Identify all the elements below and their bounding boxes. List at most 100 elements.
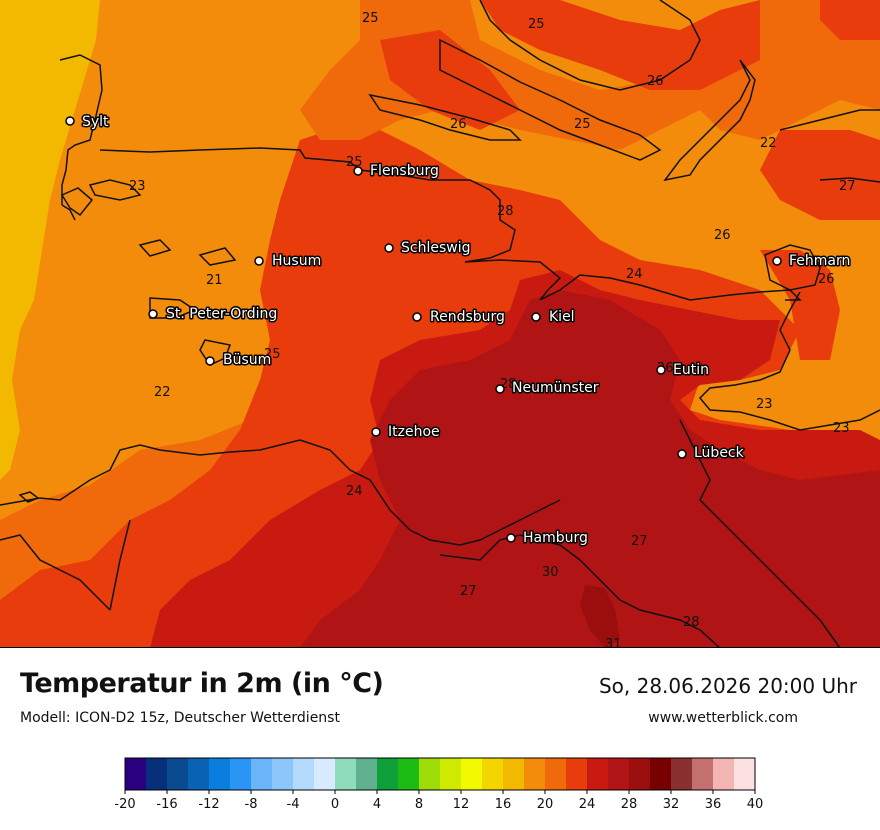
city-eutin: Eutin (656, 361, 710, 380)
isotherm-label: 25 (574, 117, 591, 132)
color-legend: -20 -16 -12 -8 -4 0 4 8 12 16 20 24 28 32 36 40 (114, 757, 763, 812)
isotherm-label: 23 (756, 397, 773, 412)
svg-text:Husum: Husum (272, 253, 321, 269)
isotherm-label: 22 (154, 385, 171, 400)
legend-swatch (545, 758, 567, 790)
city-buesum: Büsum (205, 351, 273, 370)
state-border-east (679, 419, 841, 648)
legend-swatch (629, 758, 651, 790)
legend-swatch (293, 758, 315, 790)
coastline-small-west (18, 491, 40, 503)
legend-swatch (230, 758, 252, 790)
model-subtitle: Modell: ICON-D2 15z, Deutscher Wetterdie… (20, 710, 340, 726)
svg-text:Kiel: Kiel (549, 309, 575, 325)
coastline-eastern-bay (464, 259, 802, 301)
legend-swatch (251, 758, 273, 790)
coastlines (0, 0, 880, 648)
city-sylt: Sylt (65, 113, 111, 132)
legend-swatch (440, 758, 462, 790)
isotherm-label: 27 (631, 534, 648, 549)
isotherm-label: 27 (839, 179, 856, 194)
coastline-sylt (59, 54, 103, 221)
coastline-east-lolland (779, 109, 880, 183)
isotherm-label: 28 (683, 615, 700, 630)
isotherm-label: 21 (206, 273, 223, 288)
svg-text:Rendsburg: Rendsburg (430, 309, 505, 325)
city-flensburg: Flensburg (353, 162, 440, 181)
legend-swatch (419, 758, 441, 790)
legend-tick-label: -16 (156, 797, 177, 812)
legend-swatch (524, 758, 546, 790)
isotherm-label: 25 (346, 155, 363, 170)
isotherm-label: 25 (264, 347, 281, 362)
legend-swatch (608, 758, 630, 790)
city-hamburg: Hamburg (506, 529, 589, 548)
legend-tick-label: 12 (453, 797, 470, 812)
svg-text:Eutin: Eutin (673, 362, 709, 378)
isotherm-label: 25 (528, 17, 545, 32)
legend-tick-label: 4 (373, 797, 381, 812)
svg-text:Lübeck: Lübeck (694, 445, 745, 461)
city-luebeck: Lübeck (677, 444, 746, 463)
isotherm-label: 23 (129, 179, 146, 194)
legend-swatch (734, 758, 756, 790)
legend-tick-label: 32 (663, 797, 680, 812)
isotherm-label: 26 (647, 74, 664, 89)
legend-swatch (671, 758, 693, 790)
legend-swatch (377, 758, 399, 790)
legend-tick-label: 28 (621, 797, 638, 812)
legend-swatch (272, 758, 294, 790)
isotherm-label: 24 (346, 484, 363, 499)
svg-text:Schleswig: Schleswig (401, 240, 470, 256)
svg-text:Fehmarn: Fehmarn (789, 253, 850, 269)
legend-tick-label: 16 (495, 797, 512, 812)
temp-field-31 (580, 585, 620, 648)
isotherm-label: 22 (760, 136, 777, 151)
legend-swatch (713, 758, 735, 790)
legend-tick-label: 24 (579, 797, 596, 812)
temperature-map: 25 25 26 26 25 22 27 23 25 28 26 24 26 2… (0, 0, 880, 648)
legend-swatch (314, 758, 336, 790)
city-st-peter-ording: St. Peter-Ording (148, 305, 279, 324)
temp-field-north-26 (380, 0, 880, 360)
isotherm-label: 24 (626, 267, 643, 282)
city-fehmarn: Fehmarn (772, 252, 852, 271)
city-neumuenster: Neumünster (495, 379, 600, 398)
legend-swatch (650, 758, 672, 790)
state-border-hamburg (439, 534, 721, 648)
svg-text:St. Peter-Ording: St. Peter-Ording (166, 306, 277, 322)
legend-ticks: -20 -16 -12 -8 -4 0 4 8 12 16 20 24 28 32 36 40 (114, 790, 763, 812)
legend-tick-label: -8 (245, 797, 258, 812)
isotherm-label: 30 (542, 565, 559, 580)
svg-text:Büsum: Büsum (223, 352, 271, 368)
isotherm-label: 25 (362, 11, 379, 26)
legend-swatch (461, 758, 483, 790)
city-markers: Sylt Flensburg Schleswig Husum St. Peter… (65, 113, 852, 548)
isotherm-label: 27 (460, 584, 477, 599)
legend-swatch (335, 758, 357, 790)
legend-swatch (125, 758, 147, 790)
footer: Temperatur in 2m (in °C) Modell: ICON-D2… (0, 648, 880, 830)
temp-field-22 (0, 0, 100, 480)
city-rendsburg: Rendsburg (412, 308, 506, 327)
isotherm-label: 31 (605, 637, 622, 648)
website-link[interactable]: www.wetterblick.com (648, 710, 798, 726)
legend-tick-label: -12 (198, 797, 219, 812)
svg-text:Itzehoe: Itzehoe (388, 424, 440, 440)
city-husum: Husum (254, 252, 323, 271)
isotherm-label: 23 (833, 421, 850, 436)
legend-swatch (566, 758, 588, 790)
legend-swatch (146, 758, 168, 790)
legend-swatch (482, 758, 504, 790)
temp-field-30 (300, 290, 880, 648)
legend-swatch (167, 758, 189, 790)
map-title: Temperatur in 2m (in °C) (20, 668, 384, 699)
legend-swatch (356, 758, 378, 790)
legend-swatch (398, 758, 420, 790)
svg-text:Hamburg: Hamburg (523, 530, 588, 546)
coastline-elbe (0, 439, 561, 546)
legend-swatch (692, 758, 714, 790)
city-schleswig: Schleswig (384, 239, 472, 258)
legend-swatch (188, 758, 210, 790)
coastline-west-mainland (99, 147, 516, 263)
